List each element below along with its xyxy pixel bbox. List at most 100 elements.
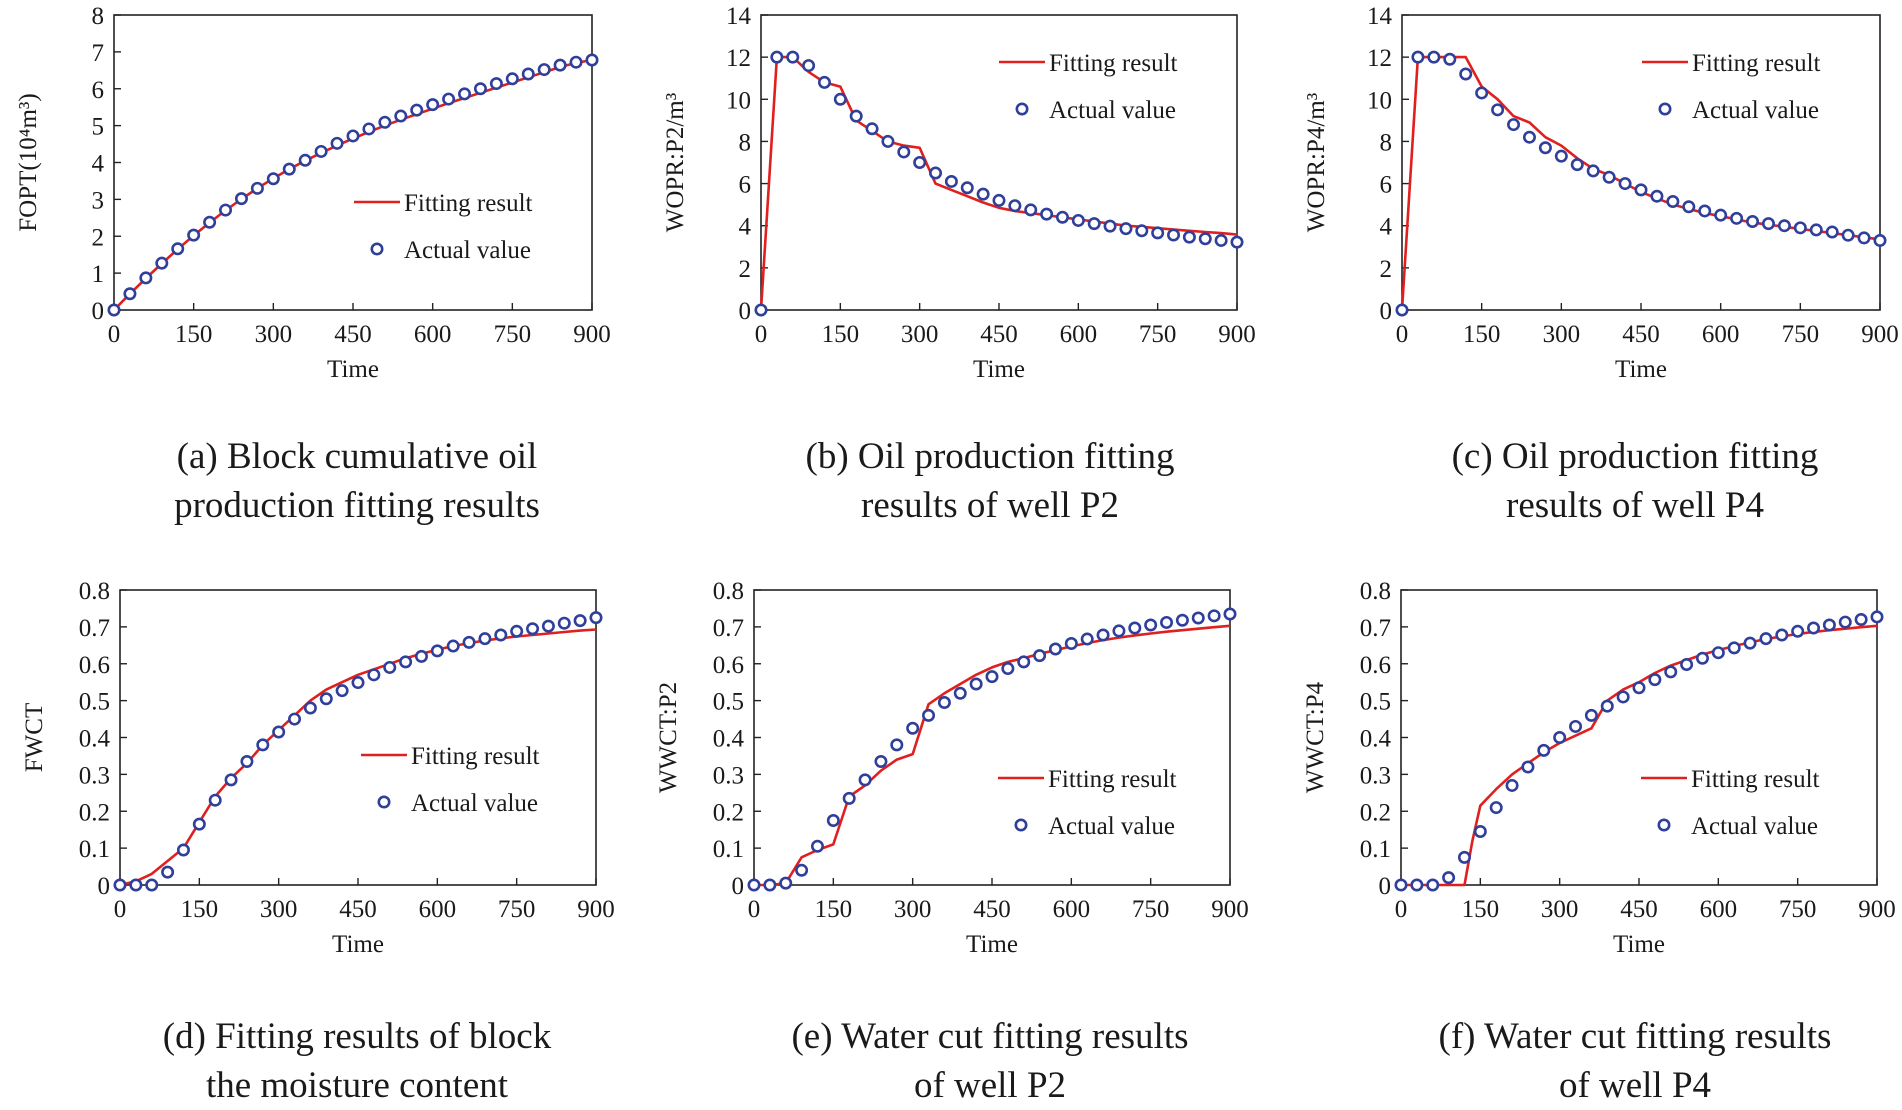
actual-point-a: [250, 181, 264, 195]
actual-point-b: [833, 92, 847, 106]
y-tick-label-d: 0.7: [79, 615, 110, 642]
actual-point-f: [1600, 699, 1614, 713]
actual-point-d: [589, 611, 603, 625]
actual-point-a: [362, 122, 376, 136]
chart-a: 0 1 2 3 4 5 6 7 8 0 150 300 450 600 750 900 Time FOPT(10⁴…: [15, 3, 611, 383]
y-tick-label-a: 6: [92, 77, 105, 104]
actual-point-f: [1648, 673, 1662, 687]
actual-point-b: [770, 50, 784, 64]
caption-b-line1: (b) Oil production fitting: [805, 436, 1175, 477]
actual-point-b: [913, 156, 927, 170]
actual-point-c: [1777, 219, 1791, 233]
legend-actual-label-c: Actual value: [1692, 97, 1819, 124]
actual-point-d: [208, 793, 222, 807]
actual-point-e: [1160, 615, 1174, 629]
x-axis-label-c: Time: [1615, 356, 1667, 383]
actual-point-b: [1230, 235, 1244, 249]
actual-point-f: [1695, 651, 1709, 665]
actual-point-c: [1538, 141, 1552, 155]
actual-point-f: [1537, 743, 1551, 757]
actual-point-a: [553, 58, 567, 72]
x-tick-label-b: 900: [1218, 321, 1256, 348]
actual-point-a: [314, 144, 328, 158]
caption-c: (c) Oil production fitting results of we…: [1335, 432, 1902, 530]
x-tick-label-b: 0: [755, 321, 768, 348]
actual-point-a: [426, 98, 440, 112]
y-tick-label-f: 0.5: [1360, 689, 1391, 716]
x-tick-label-c: 900: [1861, 321, 1899, 348]
actual-point-e: [1048, 642, 1062, 656]
chart-f: 0 0.1 0.2 0.3 0.4 0.5 0.6 0.7 0.8 0 150 300 450 600 75…: [1302, 578, 1896, 958]
x-tick-label-a: 600: [414, 321, 452, 348]
actual-point-b: [1040, 207, 1054, 221]
y-tick-label-a: 2: [92, 224, 105, 251]
y-tick-label-f: 0.8: [1360, 578, 1391, 605]
actual-point-f: [1410, 878, 1424, 892]
y-tick-label-b: 0: [739, 298, 752, 325]
x-tick-label-d: 0: [114, 896, 127, 923]
actual-point-c: [1491, 103, 1505, 117]
x-tick-label-a: 300: [255, 321, 293, 348]
actual-point-f: [1632, 681, 1646, 695]
x-tick-label-f: 300: [1541, 896, 1579, 923]
plot-frame-e: [753, 589, 1231, 886]
actual-point-e: [1191, 611, 1205, 625]
actual-point-c: [1634, 183, 1648, 197]
actual-point-d: [272, 725, 286, 739]
legend-fit-label-d: Fitting result: [411, 743, 540, 770]
y-tick-label-b: 6: [739, 172, 752, 199]
actual-point-b: [976, 187, 990, 201]
actual-point-f: [1791, 624, 1805, 638]
actual-point-c: [1459, 67, 1473, 81]
actual-point-a: [282, 162, 296, 176]
actual-point-a: [107, 303, 121, 317]
x-tick-label-d: 750: [498, 896, 536, 923]
actual-point-a: [123, 287, 137, 301]
actual-point-d: [446, 639, 460, 653]
plot-frame-a: [113, 14, 593, 311]
actual-point-b: [1119, 222, 1133, 236]
actual-point-a: [410, 103, 424, 117]
y-tick-label-a: 8: [92, 3, 105, 30]
caption-d: (d) Fitting results of block the moistur…: [57, 1012, 657, 1110]
actual-point-b: [1008, 199, 1022, 213]
actual-point-d: [176, 843, 190, 857]
actual-point-b: [1071, 213, 1085, 227]
actual-point-b: [1024, 203, 1038, 217]
actual-point-c: [1825, 225, 1839, 239]
legend-actual-label-d: Actual value: [411, 790, 538, 817]
actual-point-f: [1870, 610, 1884, 624]
legend-c: Fitting result Actual value: [1642, 50, 1821, 124]
y-tick-label-c: 0: [1380, 298, 1393, 325]
chart-d: 0 0.1 0.2 0.3 0.4 0.5 0.6 0.7 0.8 0 150 300 450 600 75…: [21, 578, 615, 958]
actual-point-b: [786, 50, 800, 64]
legend-fit-label-b: Fitting result: [1049, 50, 1178, 77]
actual-point-f: [1775, 628, 1789, 642]
actual-point-f: [1457, 850, 1471, 864]
plot-frame-d: [119, 589, 597, 886]
caption-b: (b) Oil production fitting results of we…: [690, 432, 1290, 530]
actual-point-e: [1096, 628, 1110, 642]
legend-actual-swatch-e: [1014, 818, 1028, 832]
actual-point-b: [802, 59, 816, 73]
x-tick-label-b: 750: [1139, 321, 1177, 348]
actual-point-b: [1167, 228, 1181, 242]
actual-point-e: [906, 721, 920, 735]
actual-point-b: [1214, 233, 1228, 247]
actual-point-b: [817, 75, 831, 89]
y-tick-label-d: 0.3: [79, 762, 110, 789]
legend-actual-label-e: Actual value: [1048, 813, 1175, 840]
actual-point-c: [1507, 118, 1521, 132]
x-tick-label-f: 750: [1779, 896, 1817, 923]
x-tick-label-a: 750: [494, 321, 532, 348]
x-tick-label-e: 900: [1211, 896, 1249, 923]
actual-point-a: [378, 115, 392, 129]
y-tick-label-d: 0.2: [79, 799, 110, 826]
actual-point-e: [1223, 607, 1237, 621]
actual-point-b: [881, 134, 895, 148]
actual-point-e: [1064, 636, 1078, 650]
legend-actual-swatch-d: [377, 795, 391, 809]
actual-point-d: [129, 878, 143, 892]
legend-actual-swatch-a: [370, 242, 384, 256]
